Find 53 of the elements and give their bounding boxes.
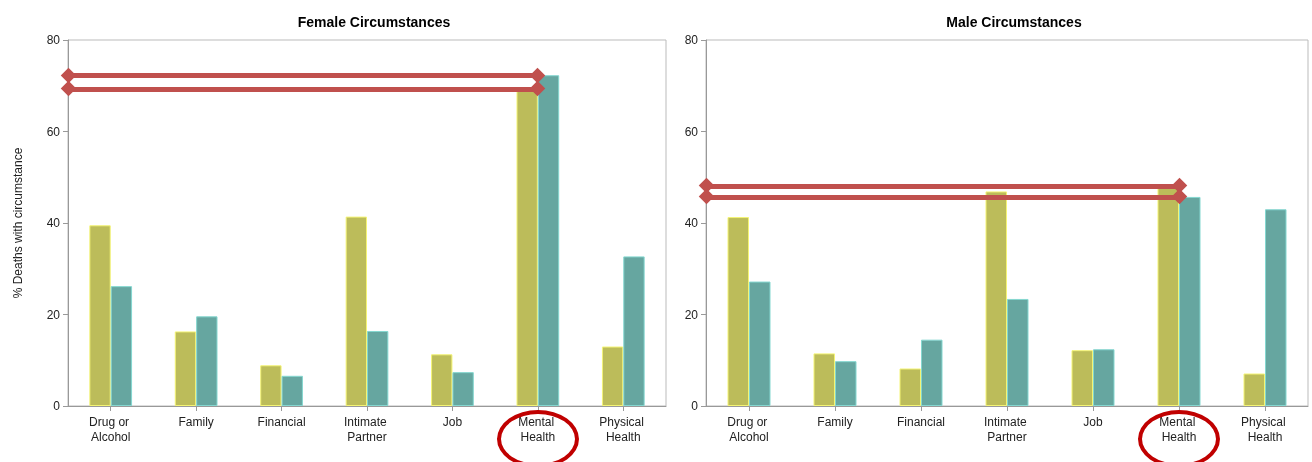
y-tick-label: 20 <box>46 307 61 322</box>
chart-title: Female Circumstances <box>297 14 451 30</box>
bar <box>452 372 474 406</box>
bar <box>345 216 367 406</box>
y-tick-label: 40 <box>684 216 699 230</box>
x-tick-label: Mental Health <box>518 414 558 444</box>
y-tick-label: 20 <box>684 307 699 322</box>
x-tick-label: Physical Health <box>599 414 648 444</box>
y-tick-label: 0 <box>691 399 699 413</box>
bar <box>1007 298 1029 406</box>
bar <box>835 361 857 406</box>
bar <box>1243 373 1265 406</box>
chart-title: Male Circumstances <box>946 14 1082 30</box>
bar <box>601 346 624 406</box>
bar <box>260 365 282 406</box>
x-tick-label: Intimate Partner <box>983 414 1031 444</box>
bar <box>281 375 303 406</box>
bar <box>899 368 921 406</box>
x-tick-label: Family <box>817 414 853 429</box>
x-tick-label: Family <box>178 414 214 429</box>
y-axis-title: % Deaths with circumstance <box>11 147 25 299</box>
y-tick-label: 60 <box>46 124 61 139</box>
bar <box>1071 350 1093 406</box>
bar <box>174 331 197 406</box>
x-tick-label: Physical Health <box>1240 414 1290 444</box>
bar <box>110 286 133 406</box>
bar <box>431 354 453 406</box>
x-tick-label: Drug or Alcohol <box>727 414 771 444</box>
bar <box>727 217 749 406</box>
y-tick-label: 80 <box>684 33 699 47</box>
bar <box>537 75 560 406</box>
bar <box>1265 209 1287 406</box>
x-tick-label: Intimate Partner <box>343 414 391 444</box>
x-tick-label: Mental Health <box>1159 414 1199 444</box>
x-tick-label: Financial <box>896 414 946 429</box>
bar <box>921 339 943 406</box>
y-tick-label: 60 <box>684 124 699 139</box>
x-tick-label: Drug or Alcohol <box>89 414 133 444</box>
bar <box>749 281 771 406</box>
bar <box>1179 196 1201 406</box>
y-tick-label: 0 <box>53 399 61 413</box>
bar <box>985 191 1007 406</box>
bar <box>367 330 389 406</box>
bar <box>1093 349 1115 406</box>
bar <box>89 225 111 406</box>
y-tick-label: 80 <box>46 33 61 47</box>
bar <box>813 353 835 406</box>
x-tick-label: Financial <box>257 414 306 429</box>
y-tick-label: 40 <box>46 216 61 230</box>
bar <box>623 256 645 406</box>
x-tick-label: Job <box>442 414 463 429</box>
x-tick-label: Job <box>1083 414 1103 429</box>
bar <box>196 316 218 406</box>
